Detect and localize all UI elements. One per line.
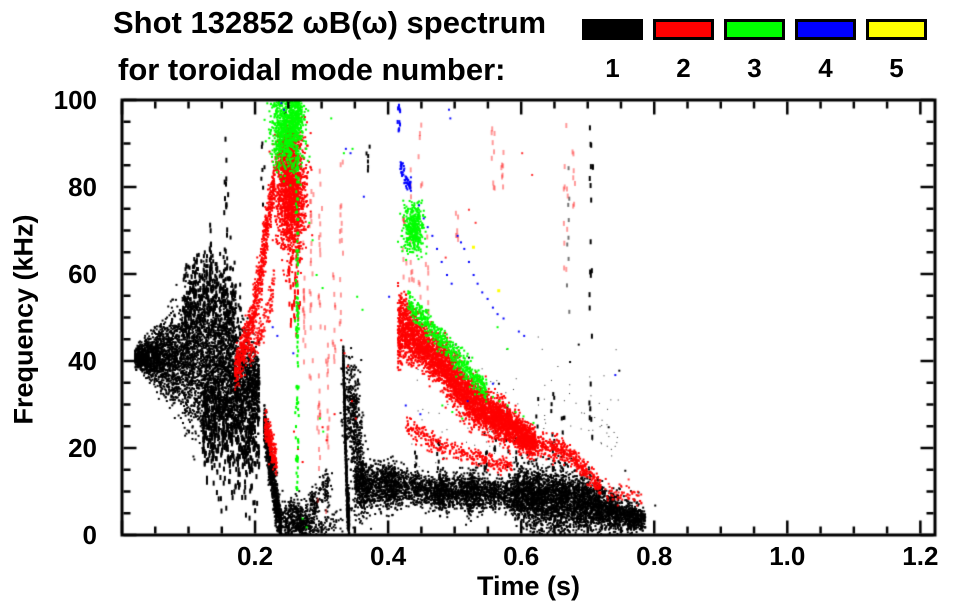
x-tick-label: 0.2 — [236, 541, 274, 571]
legend-item-mode-3: 3 — [724, 19, 785, 84]
y-tick-label: 0 — [82, 520, 97, 550]
legend-swatch-mode-1 — [582, 19, 643, 40]
x-tick-label: 0.4 — [370, 541, 407, 571]
legend-label-mode-2: 2 — [676, 53, 691, 83]
legend-swatch-mode-3 — [724, 19, 785, 40]
y-tick-label: 20 — [68, 433, 97, 463]
mode-legend: 1 2 3 4 5 — [582, 19, 927, 84]
chart-title: Shot 132852 ωB(ω) spectrum — [113, 5, 547, 40]
legend-label-mode-3: 3 — [747, 53, 762, 83]
y-tick-label: 40 — [68, 346, 97, 376]
x-tick-label: 0.8 — [636, 541, 673, 571]
legend-label-mode-1: 1 — [605, 53, 620, 83]
x-tick-label: 1.2 — [902, 541, 939, 571]
legend-label-mode-4: 4 — [818, 53, 833, 83]
legend-item-mode-5: 5 — [866, 19, 927, 84]
x-tick-label: 0.6 — [503, 541, 540, 571]
x-axis-label: Time (s) — [476, 571, 581, 601]
chart-subtitle: for toroidal mode number: — [118, 52, 506, 87]
x-tick-label: 1.0 — [769, 541, 806, 571]
legend-item-mode-1: 1 — [582, 19, 643, 84]
legend-item-mode-4: 4 — [795, 19, 856, 84]
legend-swatch-mode-2 — [653, 19, 714, 40]
legend-item-mode-2: 2 — [653, 19, 714, 84]
y-tick-label: 60 — [68, 259, 97, 289]
y-tick-label: 80 — [68, 172, 97, 202]
legend-label-mode-5: 5 — [889, 53, 904, 83]
legend-swatch-mode-4 — [795, 19, 856, 40]
legend-swatch-mode-5 — [866, 19, 927, 40]
y-tick-label: 100 — [53, 85, 97, 115]
